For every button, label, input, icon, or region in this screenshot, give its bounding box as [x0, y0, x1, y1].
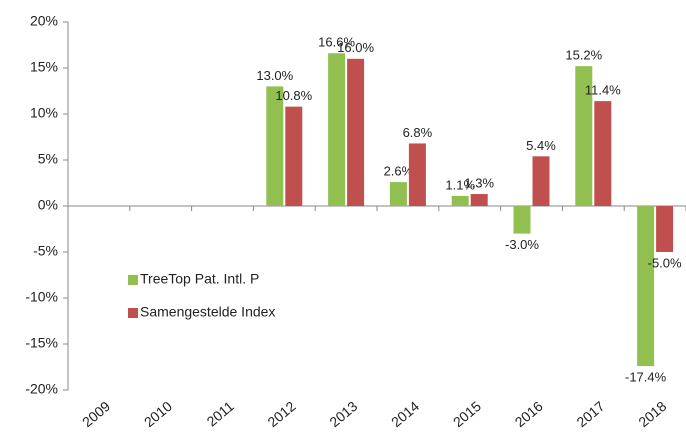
bar: [470, 194, 488, 206]
value-label: 16.0%: [337, 40, 374, 55]
bar: [637, 206, 655, 367]
x-tick-label: 2014: [388, 398, 422, 430]
value-label: 1.1%: [445, 177, 475, 192]
value-label: 2.6%: [384, 164, 414, 179]
value-label: 16.6%: [318, 35, 355, 50]
x-tick-label: 2017: [573, 398, 607, 430]
bar: [656, 206, 674, 252]
bar: [532, 156, 550, 206]
value-label: -5.0%: [648, 255, 682, 270]
bar: [575, 66, 593, 206]
y-tick-label: -5%: [33, 243, 58, 259]
legend-label: Samengestelde Index: [140, 304, 275, 320]
x-tick-label: 2011: [203, 398, 237, 430]
bar: [594, 101, 612, 206]
value-label: 11.4%: [585, 83, 621, 98]
value-label: 13.0%: [256, 68, 293, 83]
value-label: 5.4%: [526, 138, 556, 153]
y-tick-label: 20%: [30, 13, 58, 29]
x-tick-label: 2018: [635, 398, 669, 430]
legend-label: TreeTop Pat. Intl. P: [140, 271, 259, 287]
x-tick-label: 2012: [264, 398, 298, 430]
bar: [266, 86, 284, 206]
bar: [389, 182, 407, 206]
y-tick-label: -10%: [25, 289, 58, 305]
bar: [347, 58, 365, 206]
legend-swatch: [128, 275, 138, 285]
y-tick-label: 0%: [38, 197, 58, 213]
value-label: 10.8%: [275, 88, 312, 103]
y-tick-label: 10%: [30, 105, 58, 121]
value-label: 15.2%: [565, 48, 602, 63]
y-tick-label: -20%: [25, 381, 58, 397]
value-label: 6.8%: [403, 125, 433, 140]
y-tick-label: 5%: [38, 151, 58, 167]
x-tick-label: 2013: [326, 398, 360, 430]
value-label: -17.4%: [625, 370, 667, 385]
value-label: -3.0%: [505, 237, 539, 252]
bar: [451, 195, 469, 206]
legend-swatch: [128, 308, 138, 318]
bar: [513, 206, 531, 234]
value-label: 1.3%: [464, 175, 494, 190]
bar: [285, 106, 303, 206]
x-tick-label: 2015: [450, 398, 484, 430]
bar: [408, 143, 426, 206]
x-tick-label: 2016: [512, 398, 546, 430]
y-tick-label: -15%: [25, 335, 58, 351]
x-tick-label: 2010: [141, 398, 175, 430]
x-tick-label: 2009: [79, 398, 113, 430]
y-tick-label: 15%: [30, 59, 58, 75]
bar: [328, 53, 346, 206]
